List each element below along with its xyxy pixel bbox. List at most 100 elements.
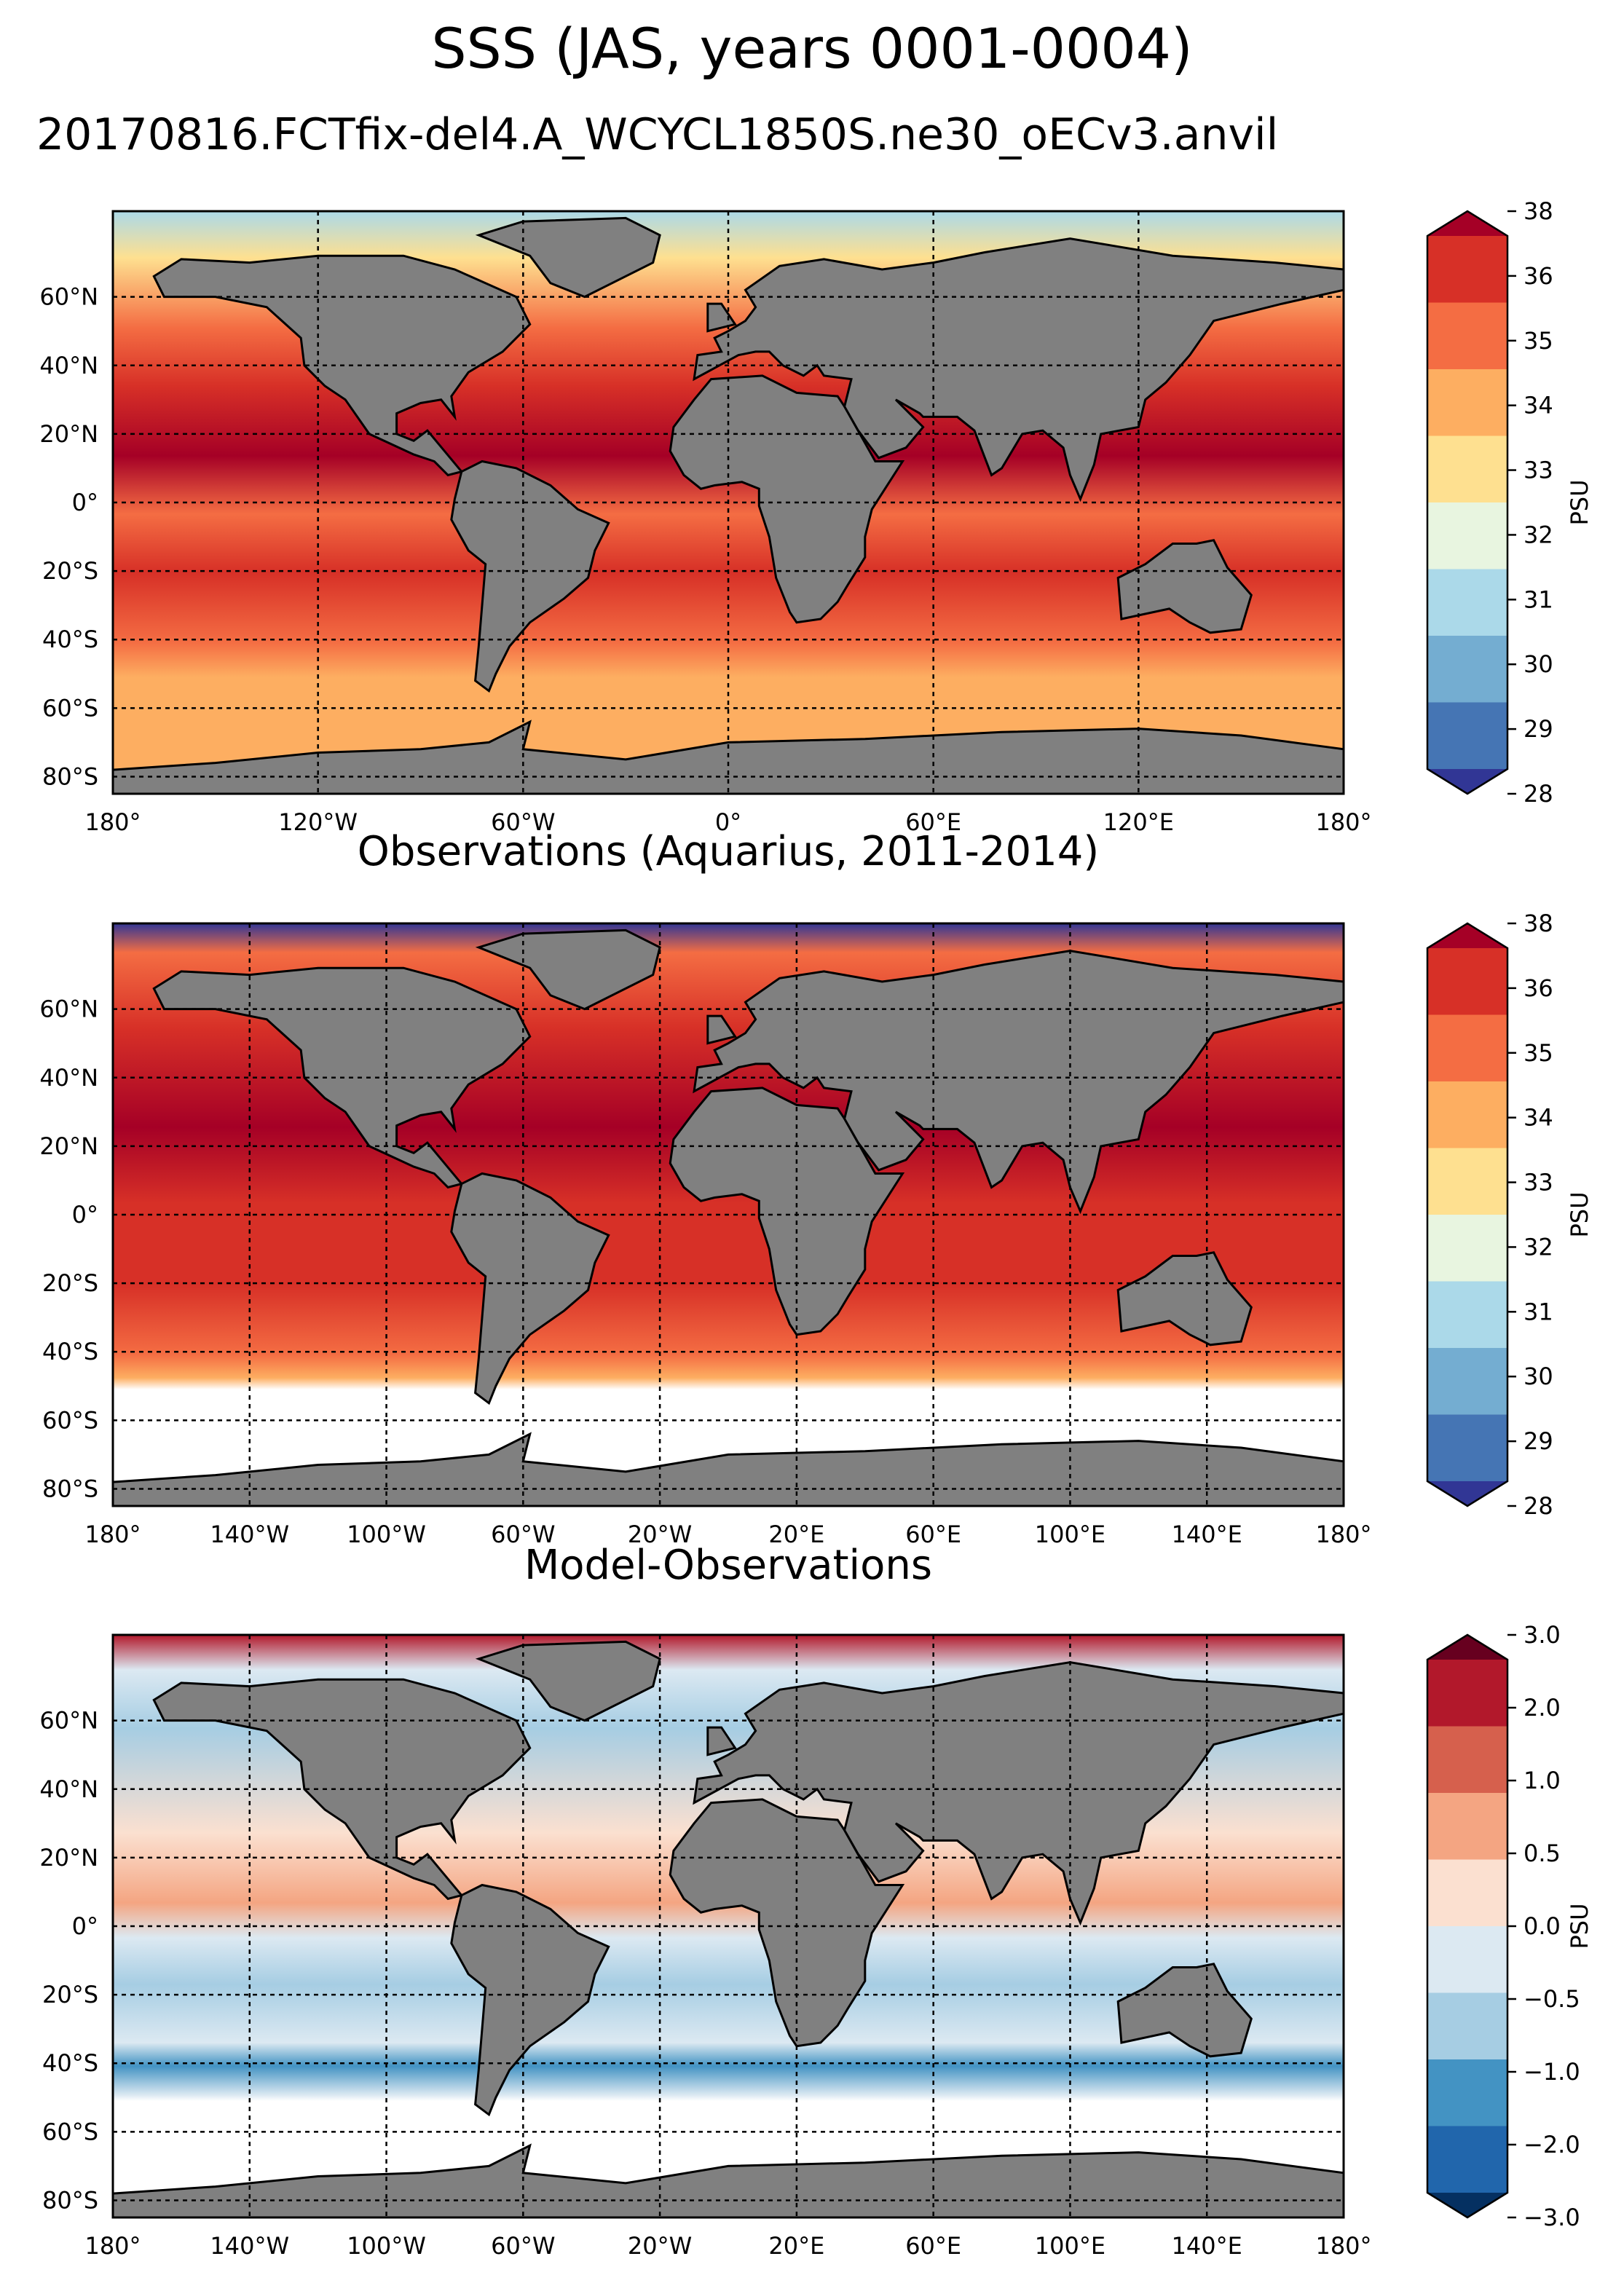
- panel-title: Model-Observations: [524, 1542, 932, 1589]
- lat-tick-label: 40°N: [39, 352, 98, 379]
- map-panel-model: 180° 120°W 60°W 0° 60°E 120°E 180° 60°N 40°N 20°N…: [39, 197, 1593, 836]
- lat-tick-label: 40°N: [39, 1064, 98, 1092]
- lon-tick-label: 180°: [1315, 2232, 1371, 2260]
- colorbar-tick-label: 0.5: [1524, 1840, 1561, 1867]
- lon-tick-label: 60°W: [491, 2232, 555, 2260]
- colorbar-tick-label: 30: [1524, 650, 1553, 678]
- lat-tick-label: 60°N: [39, 283, 98, 311]
- lat-tick-label: 60°S: [42, 694, 98, 722]
- colorbar-tick-label: 28: [1524, 1492, 1553, 1520]
- lat-tick-label: 20°N: [39, 420, 98, 448]
- colorbar-tick-label: 0.0: [1524, 1912, 1561, 1940]
- lon-tick-label: 120°E: [1103, 808, 1174, 836]
- colorbar-tick-label: 32: [1524, 521, 1553, 548]
- landmass-eurasia: [693, 950, 1345, 1215]
- landmass-uk: [706, 1726, 737, 1756]
- lon-tick-label: 100°W: [347, 1521, 426, 1548]
- colorbar-tick-label: 34: [1524, 1104, 1553, 1132]
- colorbar-extend-top: [1427, 923, 1507, 948]
- colorbar-segment: [1427, 1215, 1507, 1282]
- landmass-africa: [669, 1087, 905, 1336]
- lat-tick-label: 20°N: [39, 1132, 98, 1160]
- colorbar-tick-label: 31: [1524, 1298, 1553, 1325]
- lon-tick-label: 180°: [84, 2232, 141, 2260]
- colorbar-segment: [1427, 2126, 1507, 2193]
- colorbar-extend-bottom: [1427, 769, 1507, 794]
- colorbar-segment: [1427, 569, 1507, 636]
- colorbar-tick-label: 36: [1524, 262, 1553, 290]
- colorbar-tick-label: 28: [1524, 780, 1553, 808]
- lat-tick-label: 60°N: [39, 995, 98, 1023]
- lat-tick-label: 20°S: [42, 1981, 98, 2008]
- lat-tick-label: 40°S: [42, 626, 98, 653]
- colorbar-segment: [1427, 302, 1507, 370]
- colorbar-segment: [1427, 1793, 1507, 1860]
- landmass-australia: [1116, 539, 1253, 634]
- landmass-africa: [669, 1798, 905, 2048]
- lon-tick-label: 100°E: [1035, 2232, 1105, 2260]
- colorbar-segment: [1427, 2059, 1507, 2126]
- lat-tick-label: 60°S: [42, 2118, 98, 2145]
- colorbar-segment: [1427, 948, 1507, 1015]
- colorbar-extend-top: [1427, 1635, 1507, 1660]
- colorbar-tick-label: 38: [1524, 910, 1553, 937]
- colorbar-segment: [1427, 1148, 1507, 1215]
- map-frame: [111, 210, 1345, 795]
- lat-tick-label: 80°S: [42, 2186, 98, 2214]
- colorbar-segment: [1427, 1660, 1507, 1727]
- map-frame: [111, 1633, 1345, 2219]
- lon-tick-label: 60°E: [905, 1521, 961, 1548]
- colorbar-outline: [1426, 210, 1509, 795]
- lon-tick-label: 180°: [1315, 1521, 1371, 1548]
- lat-tick-label: 80°S: [42, 762, 98, 790]
- lat-tick-label: 80°S: [42, 1475, 98, 1502]
- colorbar-label: PSU: [1566, 479, 1593, 525]
- lon-tick-label: 180°: [1315, 808, 1371, 836]
- lat-tick-label: 0°: [72, 1201, 98, 1229]
- colorbar-segment: [1427, 1014, 1507, 1082]
- colorbar-tick-label: 35: [1524, 327, 1553, 355]
- colorbar-tick-label: 33: [1524, 1169, 1553, 1196]
- colorbar-model: 38 36 35 34 33 32 31 30 29 28 PSU: [1426, 197, 1593, 808]
- lat-tick-label: 60°S: [42, 1406, 98, 1434]
- colorbar-segment: [1427, 1348, 1507, 1415]
- colorbar-segment: [1427, 1926, 1507, 1993]
- colorbar-bias: 3.0 2.0 1.0 0.5 0.0 −0.5 −1.0 −2.0 −3.0 PSU: [1426, 1621, 1593, 2231]
- colorbar-segment: [1427, 435, 1507, 503]
- landmass-eurasia: [693, 237, 1345, 502]
- colorbar-outline: [1426, 1633, 1509, 2219]
- colorbar-segment: [1427, 1726, 1507, 1794]
- lon-tick-label: 140°E: [1172, 2232, 1242, 2260]
- map-panel-obs: 180° 140°W 100°W 60°W 20°W 20°E 60°E 100°E 140°E…: [39, 828, 1593, 1548]
- colorbar-tick-label: 33: [1524, 457, 1553, 484]
- lat-tick-label: 60°N: [39, 1707, 98, 1735]
- lon-tick-label: 20°W: [628, 2232, 692, 2260]
- colorbar-segment: [1427, 1414, 1507, 1482]
- colorbar-extend-bottom: [1427, 1481, 1507, 1506]
- map-panel-bias: 180° 140°W 100°W 60°W 20°W 20°E 60°E 100°E 140°E…: [39, 1542, 1593, 2260]
- colorbar-segment: [1427, 702, 1507, 770]
- colorbar-tick-label: 29: [1524, 715, 1553, 743]
- landmass-africa: [669, 374, 905, 624]
- lon-tick-label: 100°E: [1035, 1521, 1105, 1548]
- colorbar-tick-label: 31: [1524, 585, 1553, 613]
- landmass-samerica: [450, 1883, 610, 2117]
- colorbar-segment: [1427, 636, 1507, 703]
- lon-tick-label: 140°W: [210, 2232, 289, 2260]
- colorbar-segment: [1427, 502, 1507, 569]
- colorbar-obs: 38 36 35 34 33 32 31 30 29 28 PSU: [1426, 910, 1593, 1520]
- colorbar-tick-label: 38: [1524, 197, 1553, 225]
- lat-tick-label: 20°S: [42, 557, 98, 585]
- lon-tick-label: 60°W: [491, 1521, 555, 1548]
- lon-tick-label: 20°E: [768, 2232, 824, 2260]
- landmass-australia: [1116, 1251, 1253, 1346]
- panel-title: Observations (Aquarius, 2011-2014): [358, 828, 1099, 875]
- colorbar-tick-label: −3.0: [1524, 2204, 1580, 2231]
- lon-tick-label: 120°W: [278, 808, 358, 836]
- colorbar-outline: [1426, 922, 1509, 1507]
- colorbar-tick-label: 36: [1524, 974, 1553, 1002]
- lon-tick-label: 0°: [715, 808, 741, 836]
- map-frame: [111, 922, 1345, 1507]
- colorbar-tick-label: −1.0: [1524, 2058, 1580, 2086]
- landmass-uk: [706, 302, 737, 333]
